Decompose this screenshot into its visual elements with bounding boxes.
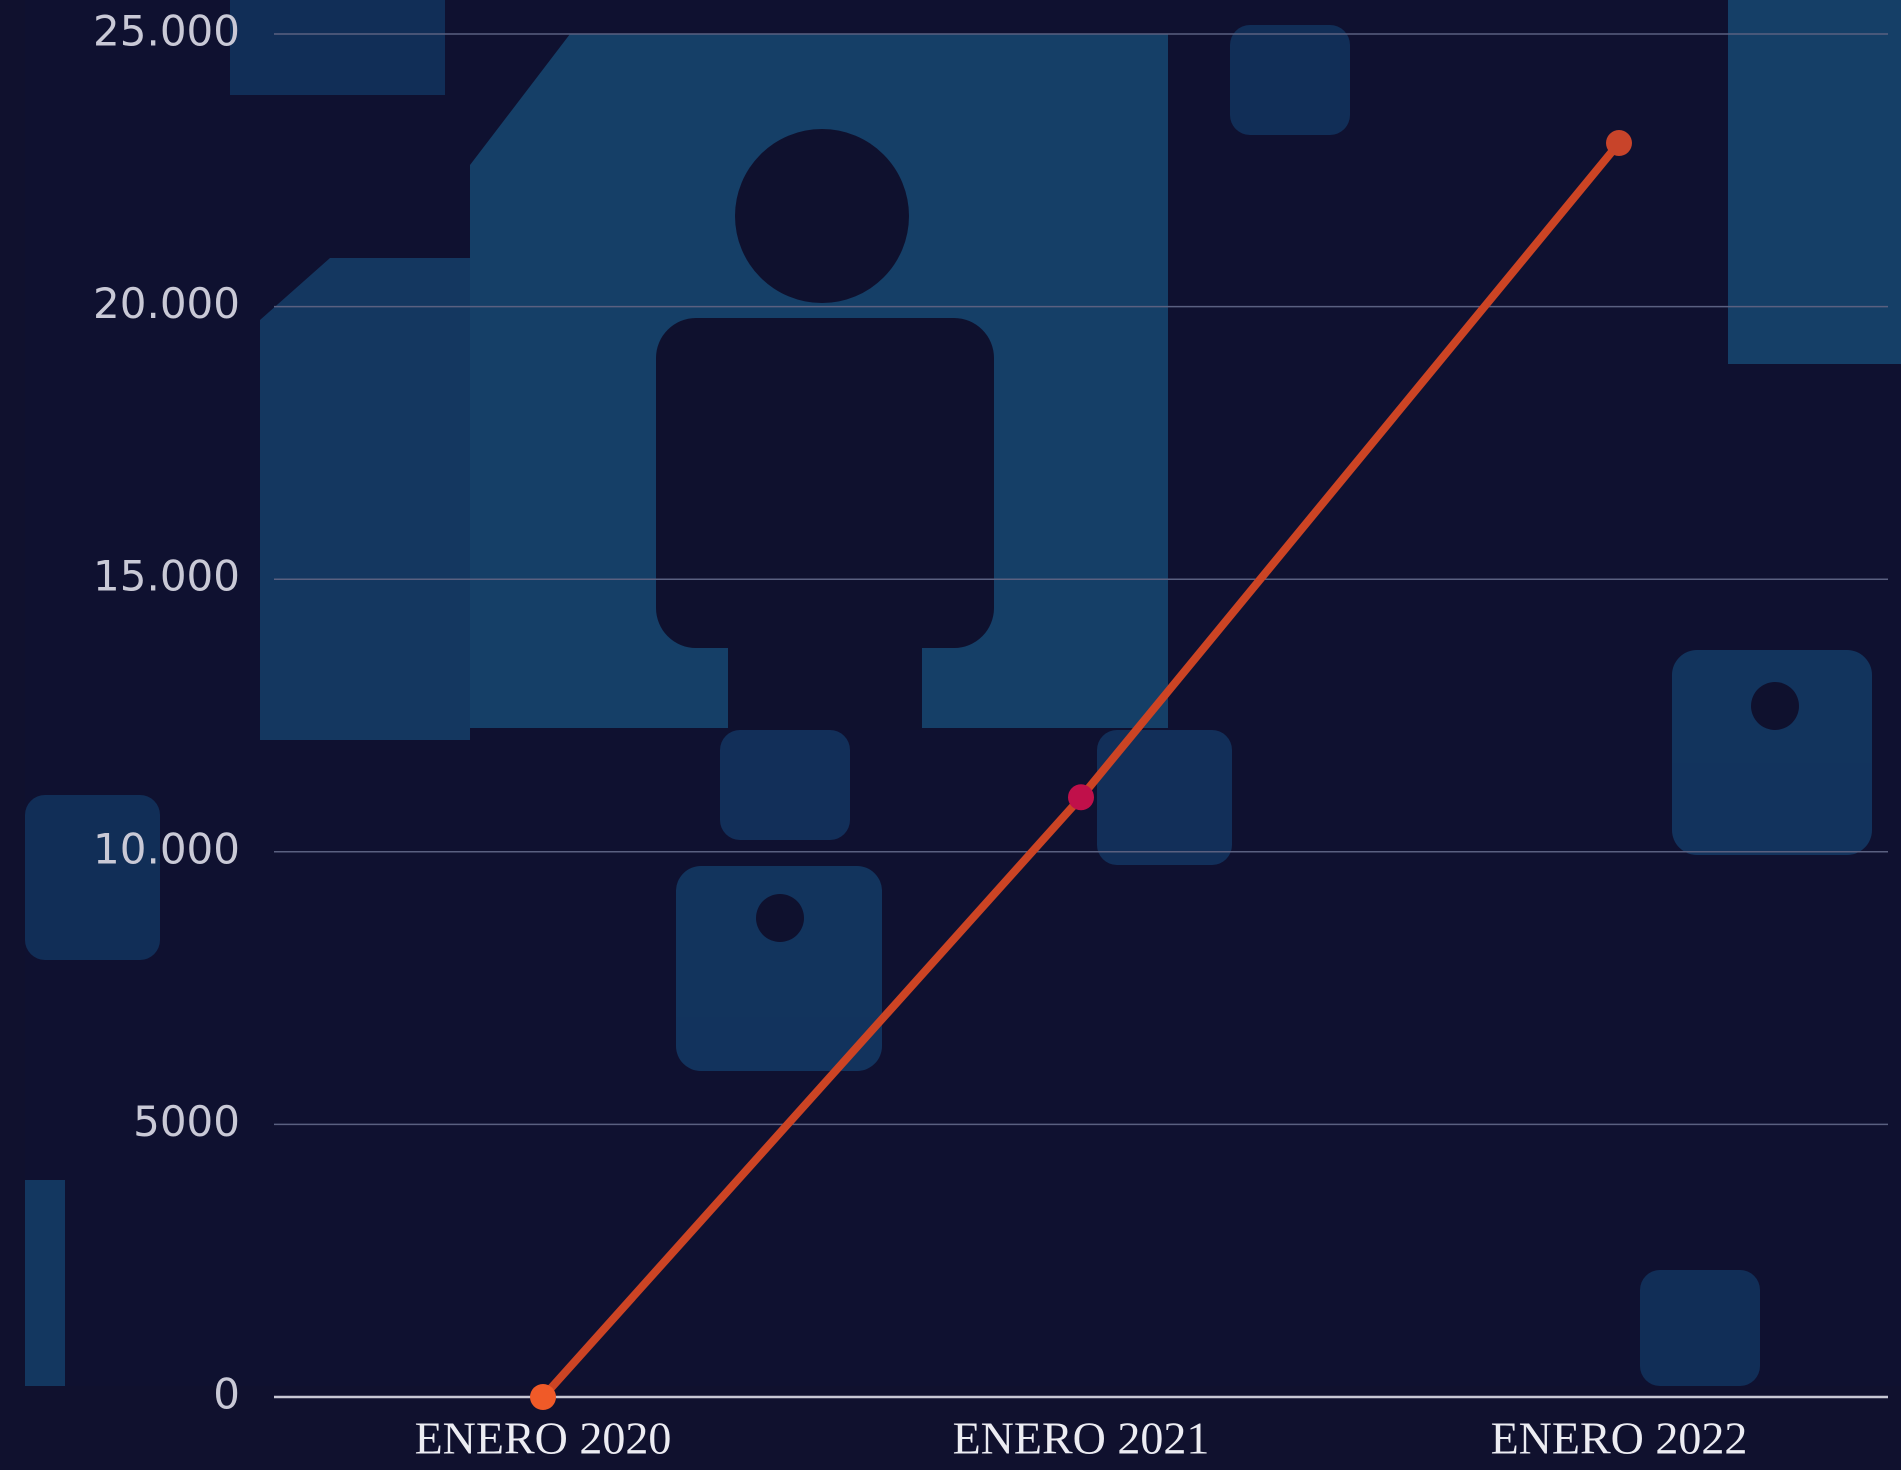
point bbox=[1606, 130, 1632, 156]
y-tick-label: 25.000 bbox=[93, 7, 240, 56]
x-tick-label: ENERO 2020 bbox=[415, 1413, 672, 1464]
y-tick-label: 10.000 bbox=[93, 824, 240, 873]
point bbox=[1068, 784, 1094, 810]
y-tick-label: 0 bbox=[213, 1370, 240, 1419]
y-tick-label: 15.000 bbox=[93, 552, 240, 601]
y-tick-label: 5000 bbox=[133, 1097, 240, 1146]
x-tick-label: ENERO 2021 bbox=[953, 1413, 1210, 1464]
x-tick-label: ENERO 2022 bbox=[1491, 1413, 1748, 1464]
point bbox=[530, 1384, 556, 1410]
chart: 0 5000 10.000 15.000 20.000 25.000 ENERO 2020 E… bbox=[0, 0, 1901, 1470]
y-tick-label: 20.000 bbox=[93, 279, 240, 328]
